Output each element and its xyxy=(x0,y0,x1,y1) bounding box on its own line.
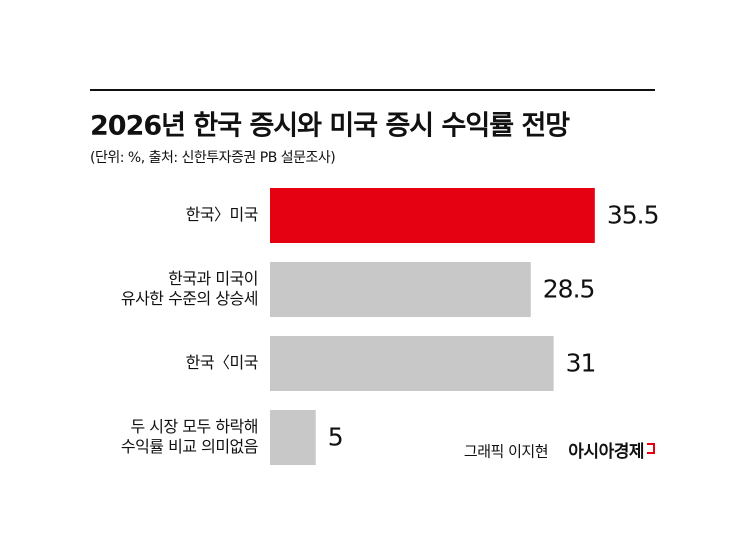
category-label: 두 시장 모두 하락해 xyxy=(130,417,258,436)
category-label: 한국과 미국이 xyxy=(168,269,258,288)
chart-title: 2026년 한국 증시와 미국 증시 수익률 전망 xyxy=(90,111,570,142)
category-label: 유사한 수준의 상승세 xyxy=(121,289,258,308)
value-label: 31 xyxy=(566,349,596,378)
chart-subtitle: (단위: %, 출처: 신한투자증권 PB 설문조사) xyxy=(90,150,335,166)
value-label: 28.5 xyxy=(543,275,595,304)
bar xyxy=(270,336,554,391)
value-label: 35.5 xyxy=(607,201,659,230)
bar xyxy=(270,410,316,465)
value-label: 5 xyxy=(328,423,343,452)
logo-mark xyxy=(647,443,655,454)
source-logo: 아시아경제 xyxy=(568,442,644,462)
category-label: 한국〈미국 xyxy=(186,353,258,372)
category-label: 수익률 비교 의미없음 xyxy=(121,437,258,456)
bar xyxy=(270,188,595,243)
credit: 그래픽 이지현 xyxy=(464,443,548,461)
bar xyxy=(270,262,531,317)
category-label: 한국〉미국 xyxy=(186,205,258,224)
